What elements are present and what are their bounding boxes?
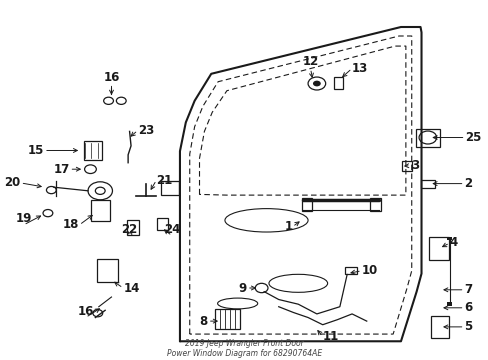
Text: 5: 5 (464, 320, 472, 333)
Bar (345, 267, 356, 274)
Bar (127, 220, 139, 235)
Text: 20: 20 (4, 176, 20, 189)
Text: 2019 Jeep Wrangler Front Door
Power Window Diagram for 68290764AE: 2019 Jeep Wrangler Front Door Power Wind… (166, 339, 322, 358)
Bar (97, 259, 118, 282)
Text: 13: 13 (351, 62, 367, 75)
Bar (215, 309, 239, 329)
Text: 17: 17 (53, 163, 69, 176)
Bar (447, 302, 451, 306)
Circle shape (95, 187, 105, 194)
Bar (420, 180, 434, 188)
Bar (447, 237, 451, 240)
Bar (401, 161, 411, 171)
Bar (301, 198, 312, 211)
Text: 14: 14 (123, 282, 139, 294)
Text: 12: 12 (302, 55, 318, 68)
Text: 22: 22 (121, 223, 138, 236)
Bar (428, 237, 448, 260)
Text: 6: 6 (464, 301, 472, 314)
Bar (83, 141, 102, 160)
Text: 11: 11 (322, 330, 338, 343)
Text: 18: 18 (63, 219, 79, 231)
Text: 21: 21 (156, 174, 172, 186)
Bar (333, 77, 342, 89)
Text: 19: 19 (15, 212, 32, 225)
Text: 4: 4 (449, 237, 457, 249)
Text: 1: 1 (284, 220, 292, 233)
Circle shape (312, 81, 320, 86)
Text: 3: 3 (410, 159, 418, 172)
Text: 23: 23 (138, 124, 154, 137)
Bar (415, 129, 439, 147)
Bar (430, 316, 448, 338)
Text: 8: 8 (199, 315, 207, 328)
Text: 16: 16 (103, 71, 120, 84)
Text: 10: 10 (361, 264, 377, 277)
Text: 9: 9 (238, 282, 246, 294)
Bar (369, 198, 380, 211)
Bar (91, 200, 109, 221)
Text: 15: 15 (28, 144, 44, 157)
Bar (161, 181, 179, 195)
Bar (157, 218, 167, 230)
Text: 7: 7 (464, 283, 472, 296)
Text: 25: 25 (465, 131, 481, 144)
Text: 2: 2 (464, 177, 472, 190)
Text: 24: 24 (163, 223, 180, 236)
Text: 16: 16 (77, 305, 94, 318)
